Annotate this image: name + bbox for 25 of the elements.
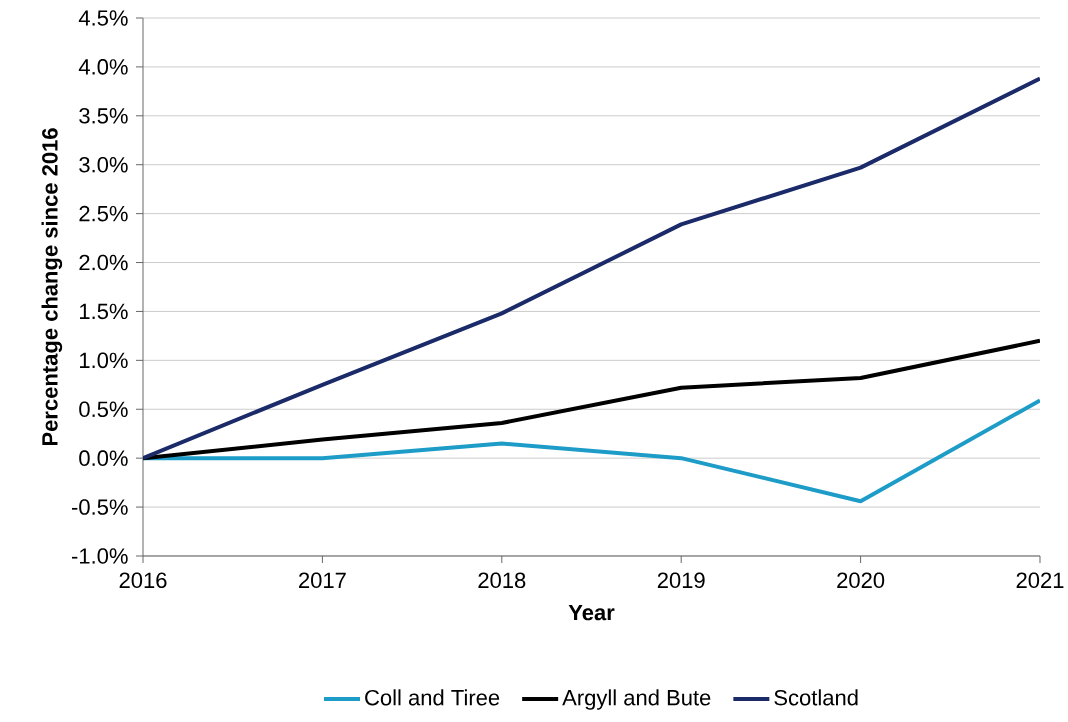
y-axis-title: Percentage change since 2016 xyxy=(41,128,63,446)
y-tick-label: 1.5% xyxy=(80,303,128,320)
y-tick-label: -0.5% xyxy=(71,499,128,515)
x-tick-label: 2019 xyxy=(657,572,705,589)
y-tick-label: 3.0% xyxy=(79,156,128,173)
y-tick-label: 2.5% xyxy=(79,205,128,222)
y-tick-label: 0.5% xyxy=(79,401,128,418)
x-axis-title: Year xyxy=(568,604,615,621)
x-tick-label: 2016 xyxy=(119,572,167,589)
legend-label: Coll and Tiree xyxy=(365,689,500,706)
y-tick-label: 0.0% xyxy=(79,450,128,466)
line-series xyxy=(143,338,1040,461)
x-tick-label: 2017 xyxy=(299,572,346,589)
line-series xyxy=(143,76,1040,461)
legend-label: Scotland xyxy=(774,689,858,706)
y-tick-label: 2.0% xyxy=(79,254,128,271)
x-tick-label: 2021 xyxy=(1016,572,1064,589)
legend-label: Argyll and Bute xyxy=(562,689,711,710)
y-tick-label: 1.0% xyxy=(80,352,128,369)
y-tick-label: -1.0% xyxy=(71,548,128,564)
x-tick-label: 2018 xyxy=(478,572,526,589)
x-tick-label: 2020 xyxy=(837,572,885,589)
y-tick-label: 4.5% xyxy=(78,10,128,26)
y-tick-label: 4.0% xyxy=(78,59,128,75)
y-tick-label: 3.5% xyxy=(79,108,128,124)
